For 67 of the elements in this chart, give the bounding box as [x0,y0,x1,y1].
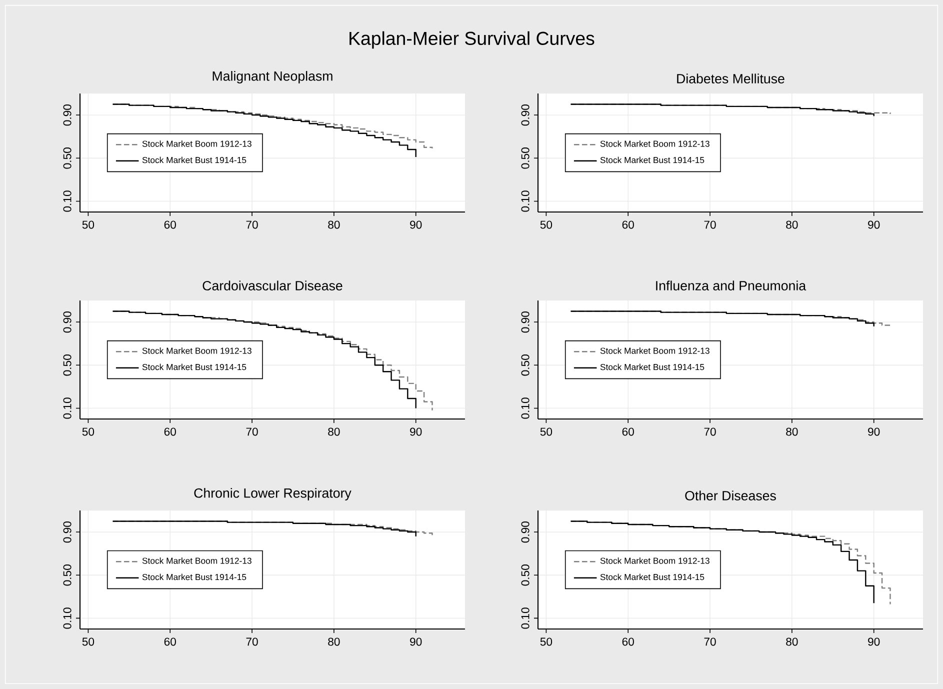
x-tick-label: 60 [622,220,634,229]
x-tick-label: 70 [704,428,716,436]
x-tick-label: 60 [164,220,176,229]
y-tick-label: 0.10 [521,398,530,419]
x-tick-label: 90 [868,428,880,436]
x-tick-label: 70 [704,220,716,229]
legend-label: Stock Market Boom 1912-13 [142,140,252,147]
x-tick-label: 80 [786,428,798,436]
x-tick-label: 50 [540,428,552,436]
y-tick-label: 0.10 [521,608,530,629]
x-tick-label: 50 [82,638,94,646]
legend-label: Stock Market Bust 1914-15 [600,364,704,370]
x-tick-label: 70 [704,638,716,646]
legend-label: Stock Market Bust 1914-15 [142,364,246,370]
chart-title: Other Diseases [685,490,776,500]
y-tick-label: 0.50 [521,148,530,169]
legend-label: Stock Market Boom 1912-13 [600,140,710,147]
legend-label: Stock Market Bust 1914-15 [600,574,704,580]
chart-title: Diabetes Mellituse [677,74,784,84]
legend-label: Stock Market Bust 1914-15 [142,156,246,164]
chart-title: Cardoivascular Disease [202,280,342,290]
x-tick-label: 90 [410,638,422,646]
x-tick-label: 60 [622,638,634,646]
legend-label: Stock Market Bust 1914-15 [600,156,704,164]
y-tick-label: 0.50 [521,354,530,376]
x-tick-label: 50 [82,220,94,229]
y-tick-label: 0.90 [521,104,530,126]
x-tick-label: 70 [246,638,258,646]
y-tick-label: 0.10 [63,190,72,212]
x-tick-label: 70 [246,220,258,229]
x-tick-label: 50 [540,638,552,646]
x-tick-label: 80 [786,220,798,229]
x-tick-label: 60 [164,638,176,646]
x-tick-label: 90 [868,220,880,229]
x-tick-label: 60 [164,428,176,436]
y-tick-label: 0.90 [63,311,72,333]
chart-title: Chronic Lower Respiratory [194,488,352,500]
chart-title: Malignant Neoplasm [212,71,332,84]
y-tick-label: 0.50 [63,148,72,169]
x-tick-label: 80 [786,638,798,646]
x-tick-label: 70 [246,428,258,436]
y-tick-label: 0.50 [521,564,530,586]
y-tick-label: 0.10 [63,608,72,629]
y-tick-label: 0.90 [521,311,530,333]
x-tick-label: 50 [82,428,94,436]
x-tick-label: 90 [868,638,880,646]
y-tick-label: 0.90 [63,521,72,543]
y-tick-label: 0.50 [63,354,72,376]
x-tick-label: 80 [328,220,340,229]
legend-label: Stock Market Boom 1912-13 [600,347,710,354]
y-tick-label: 0.10 [521,190,530,212]
x-tick-label: 90 [410,220,422,229]
chart-title: Influenza and Pneumonia [656,280,806,290]
x-tick-label: 80 [328,638,340,646]
y-tick-label: 0.90 [521,521,530,543]
x-tick-label: 60 [622,428,634,436]
legend-label: Stock Market Boom 1912-13 [142,557,252,564]
y-tick-label: 0.10 [63,398,72,419]
text: Kaplan-Meier Survival Curves [350,31,594,49]
legend-label: Stock Market Boom 1912-13 [142,347,252,354]
y-tick-label: 0.90 [63,104,72,126]
x-tick-label: 90 [410,428,422,436]
x-tick-label: 50 [540,220,552,229]
x-tick-label: 80 [328,428,340,436]
y-tick-label: 0.50 [63,564,72,586]
legend-label: Stock Market Boom 1912-13 [600,557,710,564]
legend-label: Stock Market Bust 1914-15 [142,574,246,580]
